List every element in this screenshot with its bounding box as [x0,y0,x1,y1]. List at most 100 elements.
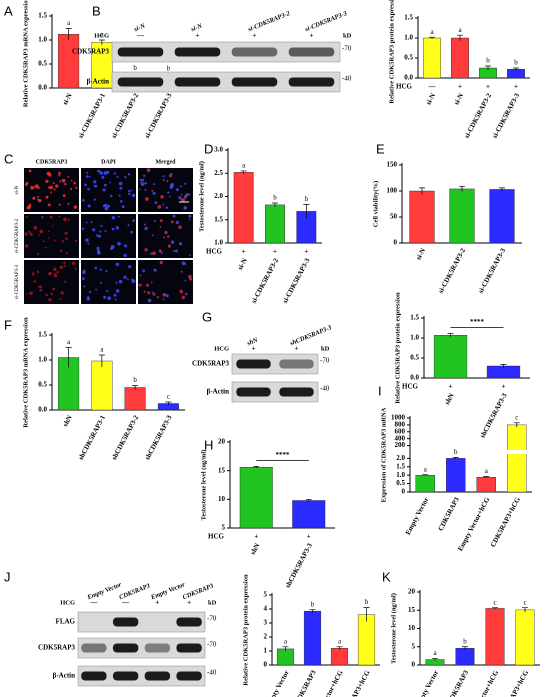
x-tick-label: Empty Vector [264,669,291,697]
blot-band [176,671,202,681]
cell-signal [150,281,153,284]
cell-signal [95,288,98,291]
significance-letter: b [454,448,458,456]
cell-signal [88,290,92,294]
panel-letter: H [204,437,213,452]
cell-signal [132,195,135,198]
error-bar [492,607,498,610]
y-tick-label: 0.5 [410,354,419,362]
cell-signal [140,181,142,184]
cell-signal [59,265,63,270]
cell-signal [39,285,43,289]
hcg-sign: + [155,599,159,607]
cell-signal [58,171,61,175]
y-tick-label: 200 [395,441,406,449]
x-tick-label: shCDK5RAP3-1 [77,413,107,461]
y-axis-label: Testosterone level (ng/ml) [200,450,207,521]
x-tick-label: si-CDK5RAP3-3 [143,92,174,140]
error-bar [305,498,312,502]
cell-signal [33,225,38,230]
cell-signal [143,290,146,293]
cell-signal [179,185,182,188]
cell-signal [65,237,69,241]
cell-signal [94,266,98,270]
cell-signal [127,224,130,227]
row-label: β-Actin [87,78,109,86]
cell-signal [127,172,131,176]
error-bar [483,476,490,478]
cell-signal [33,280,37,283]
cell-signal [49,185,54,190]
bar [415,474,435,493]
y-tick-label: 1.0 [214,239,223,247]
bar [239,467,273,529]
significance-letter: a [430,28,434,36]
cell-signal [184,292,188,296]
y-tick-label: 2 [264,633,268,641]
significance-letter: a [338,637,342,645]
error-bar [422,474,429,476]
y-tick-label: 0 [264,661,268,669]
panel-letter: D [204,141,213,156]
cell-signal [151,234,154,237]
error-bar [513,67,519,71]
bar [423,37,441,79]
cell-signal [162,203,164,206]
cell-signal [115,289,120,293]
significance-letter: b [133,376,137,384]
cell-signal [48,173,52,177]
cell-signal [38,234,40,236]
lane-label: si-CDK5RAP3-2 [246,10,291,34]
cell-signal [45,195,49,199]
y-tick-label: 600 [395,427,406,435]
cell-signal [174,249,178,253]
error-bar [499,187,505,191]
bar [489,189,515,244]
cell-signal [86,297,90,301]
cell-signal [28,169,32,173]
hcg-sign: + [458,83,462,91]
y-axis-label: Relative CDK5RAP3 protein expression [394,292,401,404]
bar [507,68,525,79]
y-tick-label: 800 [395,420,406,428]
lane-label: si-CDK5RAP3-3 [303,10,348,34]
y-axis-label: Expression of CDK5RAP3 mRNA [380,407,387,502]
cell-signal [54,272,57,275]
cell-signal [59,180,62,183]
error-bar [132,385,139,390]
y-tick-label: 0 [394,239,398,247]
row-label: CDK5RAP3 [72,48,109,56]
bar [91,360,113,411]
x-tick-label: si-CDK5RAP3-1 [77,92,108,140]
cell-signal [45,179,49,184]
bar [124,387,146,411]
x-tick-label: shN [249,542,262,556]
cell-signal [172,249,175,252]
cell-signal [175,220,180,225]
cell-signal [144,188,147,191]
cell-signal [47,230,50,233]
hcg-label: HCG [208,533,225,541]
y-tick-label: 0 [412,661,416,669]
error-bar [303,204,310,219]
y-tick-label: 1.0 [396,471,405,479]
cell-signal [67,202,70,205]
kd-marker: -40 [342,75,352,83]
y-tick-label: 1.0 [410,334,419,342]
blot-band [279,359,314,369]
significance-letter: b [273,194,277,202]
error-bar [165,401,172,405]
y-tick-label: 3 [264,619,268,627]
cell-signal [38,285,41,288]
cell-signal [113,293,117,297]
bar [433,335,468,379]
cell-signal [67,218,70,221]
kd-label: kD [208,599,217,606]
error-bar [309,609,316,613]
significance-stars: **** [470,318,485,326]
cell-signal [156,296,159,299]
cell-signal [147,291,151,295]
cell-signal [58,203,61,206]
cell-signal [70,179,73,182]
cell-signal [188,214,192,218]
